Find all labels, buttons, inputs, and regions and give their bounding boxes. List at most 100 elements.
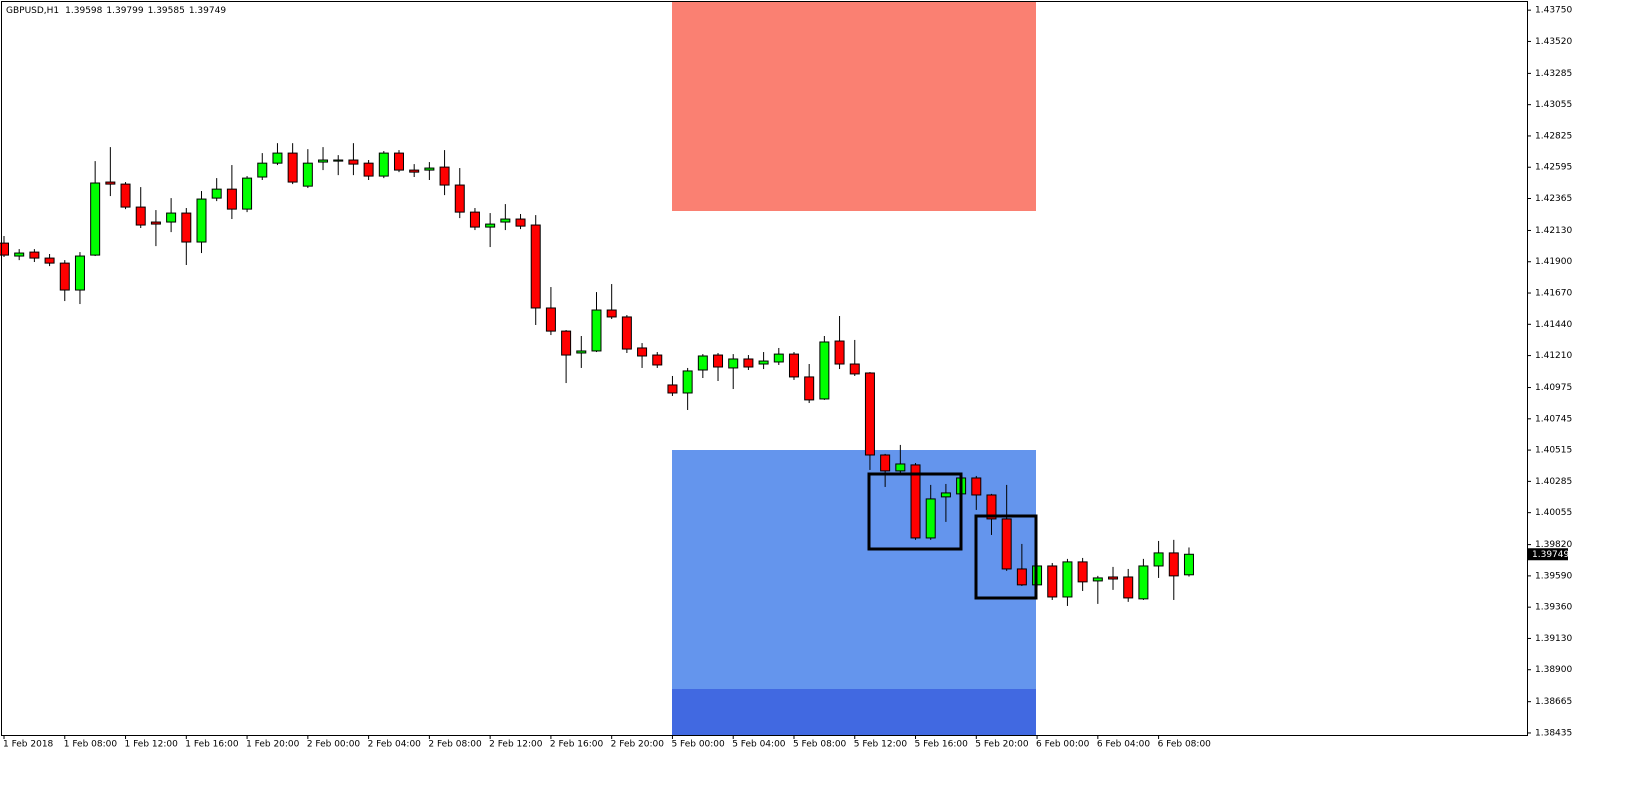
candle-body xyxy=(1016,568,1027,586)
axes: 1.43750 1.43520 1.43285 1.43055 1.42825 1.425… xyxy=(3,6,1572,750)
x-tick-label: 5 Feb 08:00 xyxy=(793,740,847,750)
x-tick-label: 5 Feb 04:00 xyxy=(732,740,786,750)
candle-body xyxy=(196,198,207,243)
candle-body xyxy=(1001,518,1012,570)
candle-body xyxy=(576,350,587,354)
candle-body xyxy=(1168,552,1179,577)
y-tick-label: 1.39360 xyxy=(1535,603,1572,613)
candle-body xyxy=(409,169,420,173)
y-tick-label: 1.40515 xyxy=(1535,446,1572,456)
candle-body xyxy=(242,177,253,210)
x-tick-label: 2 Feb 00:00 xyxy=(307,740,361,750)
x-tick-label: 1 Feb 08:00 xyxy=(64,740,118,750)
y-tick-label: 1.42595 xyxy=(1535,163,1572,173)
y-tick-label: 1.40975 xyxy=(1535,383,1572,393)
candle-body xyxy=(135,206,146,226)
candle-body xyxy=(1047,565,1058,598)
candle-body xyxy=(378,152,389,177)
last-low: 1.39585 xyxy=(148,6,185,16)
candle-body xyxy=(150,221,161,225)
candle-body xyxy=(257,162,268,178)
candle-body xyxy=(940,492,951,498)
candle-body xyxy=(864,372,875,456)
candle-body xyxy=(226,188,237,210)
symbol: GBPUSD,H1 xyxy=(6,6,59,16)
y-tick-label: 1.38665 xyxy=(1535,697,1572,707)
y-tick-label: 1.39590 xyxy=(1535,571,1572,581)
y-tick-label: 1.40745 xyxy=(1535,414,1572,424)
y-tick-label: 1.41900 xyxy=(1535,257,1572,267)
y-tick-label: 1.41440 xyxy=(1535,320,1572,330)
candle-body xyxy=(14,252,25,257)
candles xyxy=(0,143,1194,606)
candle-body xyxy=(424,167,435,171)
demand-zone-core xyxy=(672,689,1036,735)
plot-frame xyxy=(1,1,1528,736)
x-tick-label: 5 Feb 00:00 xyxy=(671,740,725,750)
x-tick-label: 5 Feb 12:00 xyxy=(854,740,908,750)
candle-body xyxy=(819,341,830,400)
highlight-box xyxy=(867,472,963,551)
candle-body xyxy=(682,370,693,394)
x-tick-label: 2 Feb 20:00 xyxy=(611,740,665,750)
candle-body xyxy=(834,340,845,365)
x-tick-label: 6 Feb 00:00 xyxy=(1036,740,1090,750)
candle-body xyxy=(728,358,739,369)
y-tick-label: 1.42130 xyxy=(1535,226,1572,236)
x-tick-label: 2 Feb 16:00 xyxy=(550,740,604,750)
candle-body xyxy=(1077,561,1088,583)
chart-header: GBPUSD,H1 1.39598 1.39799 1.39585 1.39749 xyxy=(6,6,226,16)
x-tick-label: 6 Feb 04:00 xyxy=(1097,740,1151,750)
candle-body xyxy=(1123,576,1134,599)
candle-body xyxy=(606,309,617,318)
candle-body xyxy=(910,464,921,539)
y-tick-label: 1.41210 xyxy=(1535,351,1572,361)
candle-body xyxy=(545,307,556,332)
y-tick-label: 1.38900 xyxy=(1535,665,1572,675)
y-tick-label: 1.38435 xyxy=(1535,728,1572,738)
candle-body xyxy=(90,182,101,256)
y-tick-label: 1.39820 xyxy=(1535,540,1572,550)
current-price-label: 1.39749 xyxy=(1532,550,1569,560)
y-tick-label: 1.43520 xyxy=(1535,37,1572,47)
candle-body xyxy=(120,183,131,208)
y-tick-label: 1.43055 xyxy=(1535,100,1572,110)
candle-body xyxy=(561,330,572,356)
candle-body xyxy=(74,255,85,291)
candle-body xyxy=(773,353,784,363)
highlight-box xyxy=(974,514,1038,600)
x-tick-label: 1 Feb 2018 xyxy=(3,740,54,750)
x-tick-label: 6 Feb 08:00 xyxy=(1158,740,1212,750)
y-tick-label: 1.42365 xyxy=(1535,194,1572,204)
candle-body xyxy=(439,166,450,186)
current-price-box xyxy=(1528,548,1568,561)
y-tick-label: 1.43285 xyxy=(1535,69,1572,79)
candle-body xyxy=(986,494,997,520)
candle-body xyxy=(667,384,678,394)
candle-body xyxy=(637,347,648,357)
candle-body xyxy=(333,159,344,162)
candle-body xyxy=(530,224,541,309)
candle-body xyxy=(971,477,982,496)
candle-body xyxy=(287,152,298,183)
y-tick-label: 1.43750 xyxy=(1535,6,1572,16)
candle-body xyxy=(469,211,480,228)
candle-body xyxy=(1108,576,1119,580)
candle-body xyxy=(515,218,526,227)
x-tick-label: 1 Feb 12:00 xyxy=(125,740,179,750)
candle-body xyxy=(1138,565,1149,600)
candle-body xyxy=(1062,561,1073,598)
candle-body xyxy=(895,463,906,472)
candle-body xyxy=(500,218,511,223)
candle-body xyxy=(211,188,222,199)
y-tick-label: 1.40055 xyxy=(1535,508,1572,518)
y-tick-label: 1.42825 xyxy=(1535,131,1572,141)
candle-body xyxy=(363,162,374,177)
candle-body xyxy=(44,257,55,264)
candle-body xyxy=(166,212,177,223)
x-tick-label: 2 Feb 08:00 xyxy=(428,740,482,750)
candle-body xyxy=(105,181,116,185)
candle-body xyxy=(713,354,724,368)
candle-body xyxy=(788,353,799,378)
